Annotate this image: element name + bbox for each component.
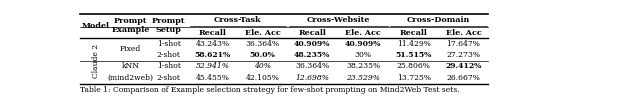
Text: Recall: Recall: [298, 29, 326, 37]
Text: 40%: 40%: [254, 62, 271, 70]
Text: 42.105%: 42.105%: [246, 74, 280, 82]
Text: Cross-Domain: Cross-Domain: [407, 16, 470, 24]
Text: 11.429%: 11.429%: [397, 40, 431, 48]
Text: Ele. Acc: Ele. Acc: [244, 29, 280, 37]
Text: 58.621%: 58.621%: [195, 51, 231, 59]
Text: 48.235%: 48.235%: [294, 51, 330, 59]
Text: 40.909%: 40.909%: [345, 40, 381, 48]
Text: 43.243%: 43.243%: [196, 40, 230, 48]
Text: (mind2web): (mind2web): [108, 74, 154, 82]
Text: 36.364%: 36.364%: [295, 62, 329, 70]
Text: Ele. Acc: Ele. Acc: [345, 29, 381, 37]
Text: 12.698%: 12.698%: [295, 74, 329, 82]
Text: Recall: Recall: [400, 29, 428, 37]
Text: 52.941%: 52.941%: [196, 62, 230, 70]
Text: Prompt
Example: Prompt Example: [111, 17, 150, 34]
Text: Prompt
Setup: Prompt Setup: [152, 17, 186, 34]
Text: 40.909%: 40.909%: [294, 40, 330, 48]
Text: 29.412%: 29.412%: [445, 62, 481, 70]
Text: 38.235%: 38.235%: [346, 62, 380, 70]
Text: Ele. Acc: Ele. Acc: [445, 29, 481, 37]
Text: 26.667%: 26.667%: [447, 74, 481, 82]
Text: 45.455%: 45.455%: [196, 74, 230, 82]
Text: 1-shot: 1-shot: [157, 40, 180, 48]
Text: 36.364%: 36.364%: [246, 40, 280, 48]
Text: 23.529%: 23.529%: [346, 74, 380, 82]
Text: 30%: 30%: [355, 51, 371, 59]
Text: Table 1: Comparison of Example selection strategy for few-shot prompting on Mind: Table 1: Comparison of Example selection…: [80, 86, 460, 94]
Text: 51.515%: 51.515%: [396, 51, 432, 59]
Text: 2-shot: 2-shot: [157, 51, 180, 59]
Text: Cross-Task: Cross-Task: [214, 16, 262, 24]
Text: 2-shot: 2-shot: [157, 74, 180, 82]
Text: Fixed: Fixed: [120, 45, 141, 53]
Text: 13.725%: 13.725%: [397, 74, 431, 82]
Text: 17.647%: 17.647%: [447, 40, 481, 48]
Text: 25.806%: 25.806%: [397, 62, 431, 70]
Text: Model: Model: [82, 22, 109, 30]
Text: Cross-Website: Cross-Website: [307, 16, 370, 24]
Text: Recall: Recall: [199, 29, 227, 37]
Text: Claude 2: Claude 2: [92, 44, 100, 78]
Text: 27.273%: 27.273%: [447, 51, 481, 59]
Text: 50.0%: 50.0%: [250, 51, 275, 59]
Text: kNN: kNN: [122, 62, 140, 70]
Text: 1-shot: 1-shot: [157, 62, 180, 70]
